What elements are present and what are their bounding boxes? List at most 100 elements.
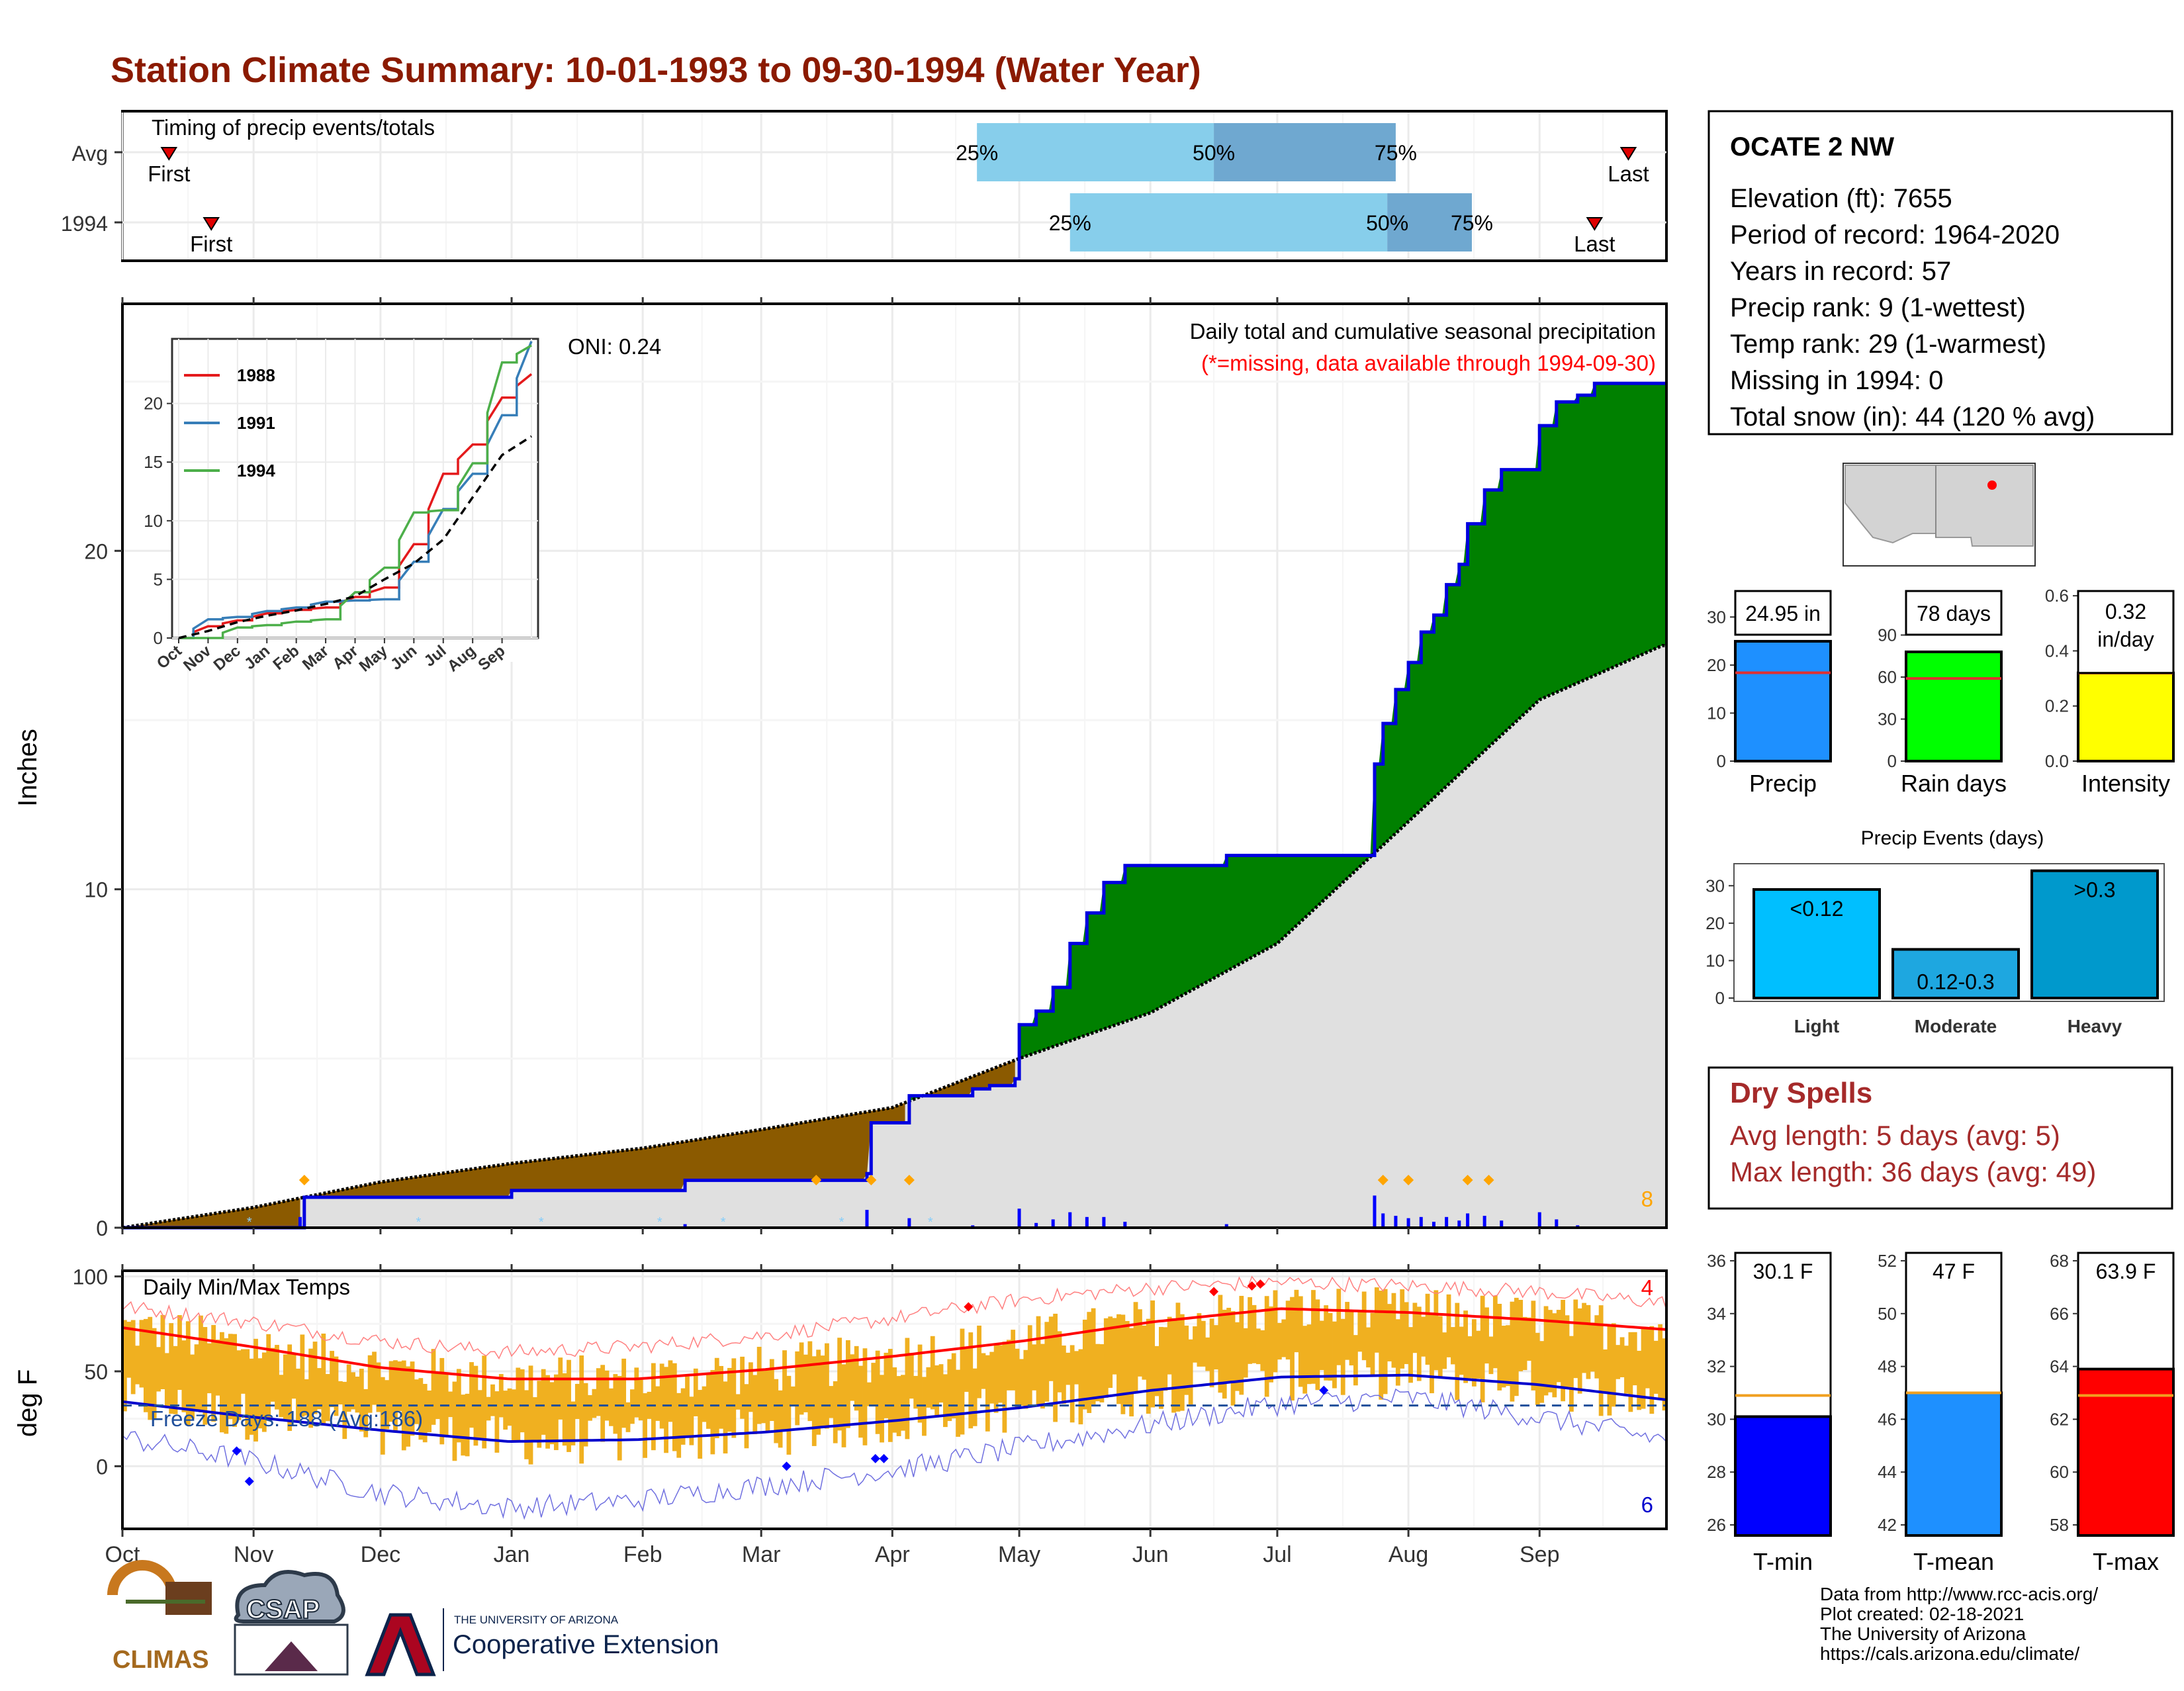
daily-temp-range-bar <box>139 1320 144 1388</box>
station-snow: Total snow (in): 44 (120 % avg) <box>1730 402 2095 432</box>
daily-temp-range-bar <box>1391 1293 1396 1368</box>
temp-summary-value-bar <box>2077 1367 2175 1537</box>
daily-temp-range-bar <box>850 1354 855 1401</box>
daily-temp-range-bar <box>1142 1325 1147 1380</box>
daily-precip-bar <box>1102 1216 1106 1228</box>
daily-temp-range-bar <box>1048 1316 1054 1381</box>
daily-precip-bar <box>1406 1218 1410 1228</box>
temp-frame <box>121 1269 1668 1530</box>
daily-temp-range-bar <box>1653 1340 1659 1394</box>
daily-temp-range-bar <box>342 1381 347 1440</box>
footer-university: The University of Arizona <box>1820 1623 2026 1644</box>
temp-summary-label: T-max <box>2093 1548 2159 1575</box>
daily-temp-range-bar <box>943 1374 948 1428</box>
dry-spells-avg: Avg length: 5 days (avg: 5) <box>1730 1120 2060 1151</box>
daily-temp-range-bar <box>698 1390 703 1459</box>
mini-ytick-label: 60 <box>1878 667 1897 687</box>
station-name: OCATE 2 NW <box>1730 132 1894 161</box>
daily-temp-range-bar <box>1311 1290 1316 1384</box>
temp-summary-ytick-label: 52 <box>1878 1251 1897 1271</box>
daily-temp-range-bar <box>1087 1312 1092 1413</box>
precip-ylabel: Inches <box>13 729 42 807</box>
month-label: Dec <box>361 1542 400 1567</box>
daily-temp-range-bar <box>887 1349 893 1442</box>
inset-series-line <box>179 341 533 639</box>
daily-temp-range-bar <box>934 1365 940 1418</box>
temp-summary-ytick-label: 42 <box>1878 1515 1897 1535</box>
temperature-summary-bars: 26 28 30 32 34 36 30.1 F T-min 42 44 46 48 50 52 47 F T… <box>1707 1251 2175 1575</box>
daily-temp-range-bar <box>1514 1297 1519 1396</box>
daily-temp-range-bar <box>880 1375 884 1443</box>
daily-temp-range-bar <box>1193 1326 1197 1363</box>
inset-legend: 1988 1991 1994 <box>184 365 275 480</box>
temp-label: Daily Min/Max Temps <box>143 1275 350 1299</box>
daily-precip-bar <box>1373 1195 1377 1228</box>
precip-ytick-label: 10 <box>84 878 108 902</box>
events-bar-label: >0.3 <box>2073 878 2115 902</box>
daily-temp-range-bar <box>1349 1310 1354 1366</box>
daily-temp-range-bar <box>625 1402 631 1432</box>
map-new-mexico-shape <box>1935 465 2034 547</box>
record-low-marker <box>879 1453 889 1463</box>
daily-temp-range-bar <box>1379 1291 1384 1400</box>
daily-temp-range-bar <box>1395 1319 1400 1386</box>
daily-temp-range-bar <box>752 1375 758 1434</box>
daily-temp-range-bar <box>1459 1326 1464 1375</box>
daily-temp-range-bar <box>1641 1328 1646 1409</box>
daily-temp-range-bar <box>1577 1308 1582 1394</box>
daily-temp-range-bar <box>1619 1337 1625 1377</box>
daily-temp-range-bar <box>334 1356 339 1416</box>
daily-temp-range-bar <box>655 1386 660 1421</box>
daily-precip-bar <box>298 1216 302 1228</box>
daily-temp-range-bar <box>266 1334 271 1420</box>
daily-temp-range-bar <box>643 1393 647 1458</box>
month-axis: Oct Nov Dec Jan Feb Mar Apr May Jun Jul Aug Sep <box>105 1264 1559 1567</box>
snow-marker: * <box>539 1215 544 1230</box>
daily-temp-range-bar <box>1430 1312 1434 1394</box>
daily-temp-range-bar <box>401 1360 406 1451</box>
daily-precip-bar <box>1123 1222 1127 1228</box>
daily-temp-range-bar <box>287 1344 293 1431</box>
daily-temp-range-bar <box>1201 1320 1206 1367</box>
daily-temp-range-bar <box>1188 1339 1193 1405</box>
daily-temp-range-bar <box>956 1369 960 1437</box>
daily-temp-range-bar <box>1412 1303 1418 1353</box>
daily-temp-range-bar <box>1315 1299 1320 1391</box>
daily-temp-range-bar <box>1066 1352 1071 1385</box>
inset-ytick-label: 5 <box>154 569 163 589</box>
temp-summary-ytick-label: 32 <box>1707 1357 1726 1377</box>
daily-temp-range-bar <box>1607 1325 1612 1416</box>
daily-temp-range-bar <box>634 1367 639 1418</box>
daily-precip-bar <box>1466 1213 1470 1228</box>
timing-row-1994-label: 1994 <box>61 212 108 236</box>
timing-q50-q75-bar <box>1387 193 1472 251</box>
daily-temp-range-bar <box>600 1365 606 1442</box>
daily-temp-range-bar <box>1255 1328 1261 1365</box>
daily-temp-range-bar <box>431 1349 436 1425</box>
daily-temp-range-bar <box>1129 1328 1134 1417</box>
events-ytick-label: 0 <box>1715 988 1725 1008</box>
snow-marker: * <box>839 1215 844 1230</box>
daily-temp-range-bar <box>1501 1326 1506 1388</box>
daily-precip-bar <box>907 1218 911 1228</box>
first-event-label: First <box>148 161 190 186</box>
daily-temp-range-bar <box>1569 1336 1574 1412</box>
daily-temp-range-bar <box>1361 1291 1367 1361</box>
daily-temp-range-bar <box>363 1389 369 1438</box>
daily-temp-range-bar <box>951 1353 956 1419</box>
precip-title: Daily total and cumulative seasonal prec… <box>1190 319 1656 343</box>
snow-marker: * <box>928 1215 933 1230</box>
mini-ytick-label: 20 <box>1707 655 1726 675</box>
daily-temp-range-bar <box>321 1333 326 1425</box>
daily-temp-range-bar <box>418 1378 424 1440</box>
daily-temp-range-bar <box>1260 1330 1265 1371</box>
events-bar <box>1752 888 1881 1000</box>
ua-block-a-icon <box>365 1613 436 1676</box>
mini-value-unit: in/day <box>2097 627 2154 651</box>
temp-ytick-label: 0 <box>96 1455 108 1479</box>
daily-temp-range-bar <box>1357 1310 1363 1352</box>
daily-temp-range-bar <box>731 1358 737 1438</box>
daily-temp-range-bar <box>1243 1328 1248 1378</box>
daily-temp-range-bar <box>964 1346 969 1393</box>
